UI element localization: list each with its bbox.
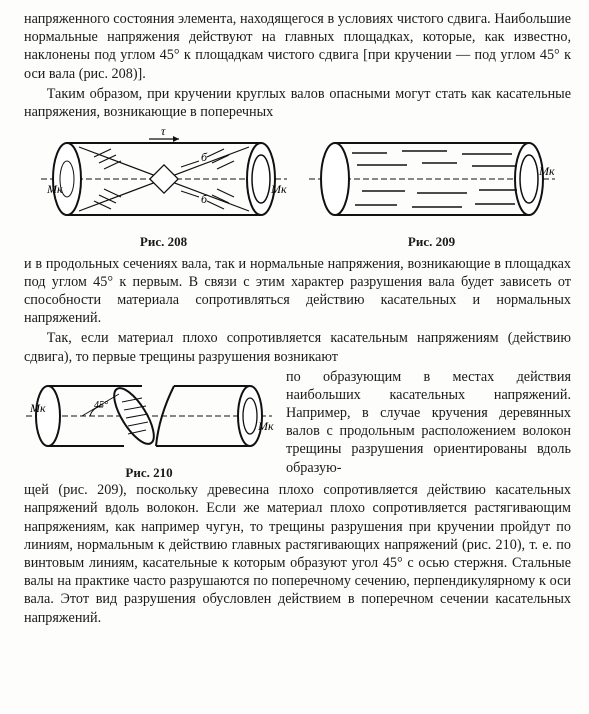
label-mk-right: Mк bbox=[270, 182, 287, 196]
label-mk-210-l: Mк bbox=[29, 401, 46, 415]
label-mk-209: Mк bbox=[538, 164, 555, 178]
caption-208: Рис. 208 bbox=[140, 234, 187, 251]
figure-row-208-209: Mк Mк τ б б Рис. 208 bbox=[24, 127, 571, 251]
figure-210-wrap: 45° Mк Mк Рис. 210 по образующим в места… bbox=[24, 368, 571, 482]
para-1: напряженного состояния элемента, находящ… bbox=[24, 10, 571, 83]
label-tau: τ bbox=[161, 127, 166, 138]
caption-209: Рис. 209 bbox=[408, 234, 455, 251]
label-mk-left: Mк bbox=[46, 182, 63, 196]
label-angle: 45° bbox=[94, 400, 108, 411]
label-sigma-2: б bbox=[201, 192, 208, 206]
figure-210: 45° Mк Mк Рис. 210 bbox=[24, 368, 274, 482]
fig-208-svg: Mк Mк τ б б bbox=[39, 127, 289, 232]
para-3: и в продольных сечениях вала, так и норм… bbox=[24, 255, 571, 328]
para-5b: щей (рис. 209), поскольку древесина плох… bbox=[24, 481, 571, 626]
figure-209: Mк Рис. 209 bbox=[307, 127, 557, 251]
para-4: Так, если материал плохо сопротивляется … bbox=[24, 329, 571, 365]
para-5a: по образующим в местах действия наибольш… bbox=[286, 368, 571, 477]
para-2: Таким образом, при кручении круглых вало… bbox=[24, 85, 571, 121]
fig-209-svg: Mк bbox=[307, 127, 557, 232]
fig-210-svg: 45° Mк Mк bbox=[24, 368, 274, 463]
figure-208: Mк Mк τ б б Рис. 208 bbox=[39, 127, 289, 251]
label-mk-210-r: Mк bbox=[257, 419, 274, 433]
caption-210: Рис. 210 bbox=[125, 465, 172, 482]
label-sigma-1: б bbox=[201, 150, 208, 164]
